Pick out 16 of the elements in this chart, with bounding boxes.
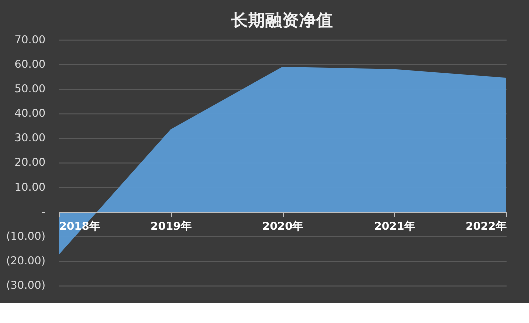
y-tick-label: (10.00) [6, 230, 46, 243]
y-tick-label: (20.00) [6, 254, 46, 268]
x-tick-label: 2019年 [150, 220, 192, 234]
x-tick-label: 2021年 [374, 220, 416, 234]
y-tick-label: - [42, 205, 46, 218]
chart-title: 长期融资净值 [230, 10, 334, 30]
x-tick-label: 2022年 [466, 220, 507, 234]
y-tick-label: 20.00 [14, 156, 46, 170]
x-tick-label: 2020年 [262, 220, 304, 234]
y-tick-label: 60.00 [14, 58, 46, 71]
y-tick-label: 10.00 [14, 180, 46, 194]
y-tick-label: 70.00 [14, 33, 46, 46]
y-tick-label: 50.00 [14, 82, 46, 96]
y-tick-label: 40.00 [14, 107, 46, 120]
y-tick-label: (30.00) [6, 279, 46, 292]
y-tick-label: 30.00 [14, 132, 46, 145]
